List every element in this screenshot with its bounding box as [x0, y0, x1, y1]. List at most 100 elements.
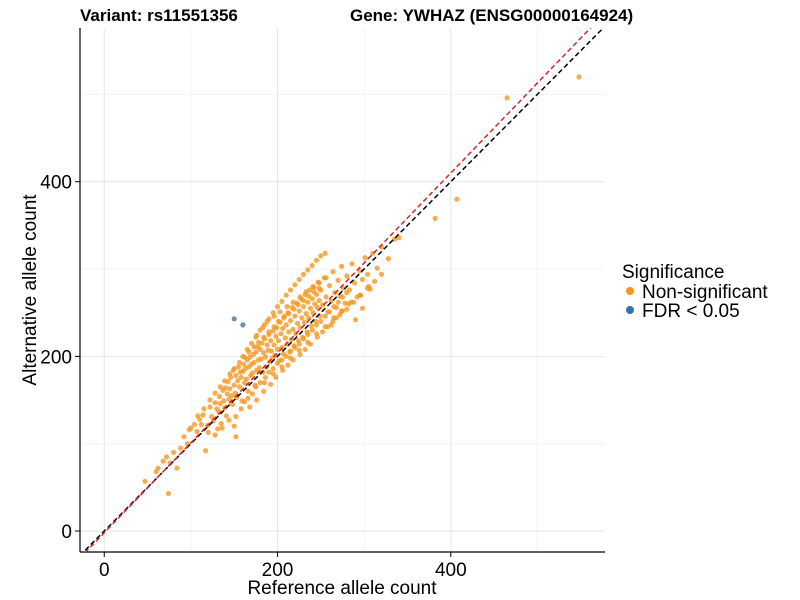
point-non-significant — [322, 313, 328, 319]
point-non-significant — [262, 354, 268, 360]
point-non-significant — [290, 299, 296, 305]
point-non-significant — [344, 306, 350, 312]
reference-line-fit — [84, 28, 592, 552]
legend-label-non-significant: Non-significant — [642, 282, 768, 303]
point-non-significant — [300, 297, 307, 304]
point-non-significant — [357, 292, 363, 298]
point-non-significant — [203, 448, 209, 454]
point-non-significant — [268, 338, 274, 344]
point-non-significant — [260, 325, 266, 331]
point-non-significant — [359, 305, 365, 311]
point-non-significant — [297, 352, 303, 358]
point-non-significant — [243, 376, 249, 382]
point-non-significant — [296, 341, 302, 347]
point-non-significant — [270, 371, 276, 377]
point-non-significant — [374, 265, 380, 271]
point-non-significant — [305, 339, 311, 345]
point-non-significant — [287, 318, 294, 324]
point-non-significant — [233, 373, 239, 379]
point-non-significant — [219, 425, 225, 431]
point-non-significant — [221, 398, 227, 404]
legend-key-non-significant — [626, 287, 634, 295]
point-non-significant — [238, 406, 244, 412]
point-non-significant — [306, 293, 312, 299]
title-variant: Variant: rs11551356 — [80, 6, 238, 25]
point-non-significant — [218, 421, 224, 427]
point-non-significant — [271, 342, 277, 348]
point-non-significant — [174, 465, 180, 471]
point-non-significant — [261, 350, 267, 356]
point-non-significant — [296, 276, 302, 283]
legend-key-fdr — [626, 306, 634, 314]
point-non-significant — [296, 308, 302, 314]
point-non-significant — [283, 322, 289, 328]
point-non-significant — [266, 369, 272, 375]
point-non-significant — [330, 269, 336, 275]
point-non-significant — [320, 329, 326, 335]
legend-label-fdr: FDR < 0.05 — [642, 301, 740, 322]
point-non-significant — [251, 344, 257, 350]
point-non-significant — [300, 271, 307, 277]
point-fdr-0-05 — [240, 322, 246, 328]
point-non-significant — [378, 271, 385, 277]
point-non-significant — [331, 315, 337, 321]
point-non-significant — [318, 253, 324, 259]
y-tick-label: 200 — [40, 347, 72, 368]
point-non-significant — [331, 304, 337, 310]
point-non-significant — [171, 449, 177, 455]
point-non-significant — [194, 428, 200, 435]
point-non-significant — [432, 215, 438, 221]
point-non-significant — [254, 332, 260, 338]
data-points — [142, 74, 582, 497]
point-non-significant — [326, 309, 333, 315]
point-non-significant — [212, 390, 218, 396]
point-non-significant — [164, 454, 170, 460]
point-non-significant — [300, 336, 307, 342]
point-non-significant — [283, 292, 289, 298]
point-non-significant — [292, 313, 298, 319]
point-non-significant — [295, 302, 301, 308]
point-non-significant — [278, 331, 284, 337]
point-non-significant — [576, 74, 582, 80]
point-non-significant — [372, 278, 378, 284]
point-non-significant — [231, 423, 237, 429]
point-non-significant — [198, 421, 204, 428]
point-non-significant — [297, 325, 303, 331]
point-non-significant — [188, 425, 194, 431]
point-non-significant — [181, 434, 187, 440]
point-non-significant — [326, 283, 333, 289]
point-non-significant — [294, 320, 301, 326]
point-non-significant — [352, 280, 358, 286]
point-non-significant — [233, 414, 239, 420]
point-non-significant — [207, 404, 213, 410]
point-non-significant — [236, 384, 242, 390]
point-non-significant — [200, 412, 206, 418]
point-non-significant — [281, 315, 287, 321]
point-non-significant — [352, 317, 359, 323]
point-non-significant — [305, 267, 311, 273]
point-non-significant — [261, 388, 267, 394]
point-non-significant — [142, 478, 148, 484]
point-non-significant — [307, 305, 313, 311]
point-non-significant — [322, 324, 328, 330]
y-tick-label: 400 — [40, 173, 72, 194]
point-non-significant — [177, 445, 184, 451]
grid-lines — [80, 28, 605, 552]
point-non-significant — [227, 386, 233, 392]
point-non-significant — [313, 322, 320, 328]
point-non-significant — [264, 318, 270, 324]
point-non-significant — [308, 323, 314, 329]
point-non-significant — [249, 391, 255, 397]
point-non-significant — [274, 360, 281, 366]
point-non-significant — [245, 388, 251, 394]
point-non-significant — [255, 339, 262, 345]
point-non-significant — [212, 400, 218, 406]
point-non-significant — [254, 397, 260, 403]
point-non-significant — [296, 347, 302, 353]
point-non-significant — [223, 413, 229, 419]
point-non-significant — [251, 359, 257, 366]
point-non-significant — [165, 490, 171, 497]
point-non-significant — [222, 378, 228, 384]
point-non-significant — [253, 384, 259, 390]
